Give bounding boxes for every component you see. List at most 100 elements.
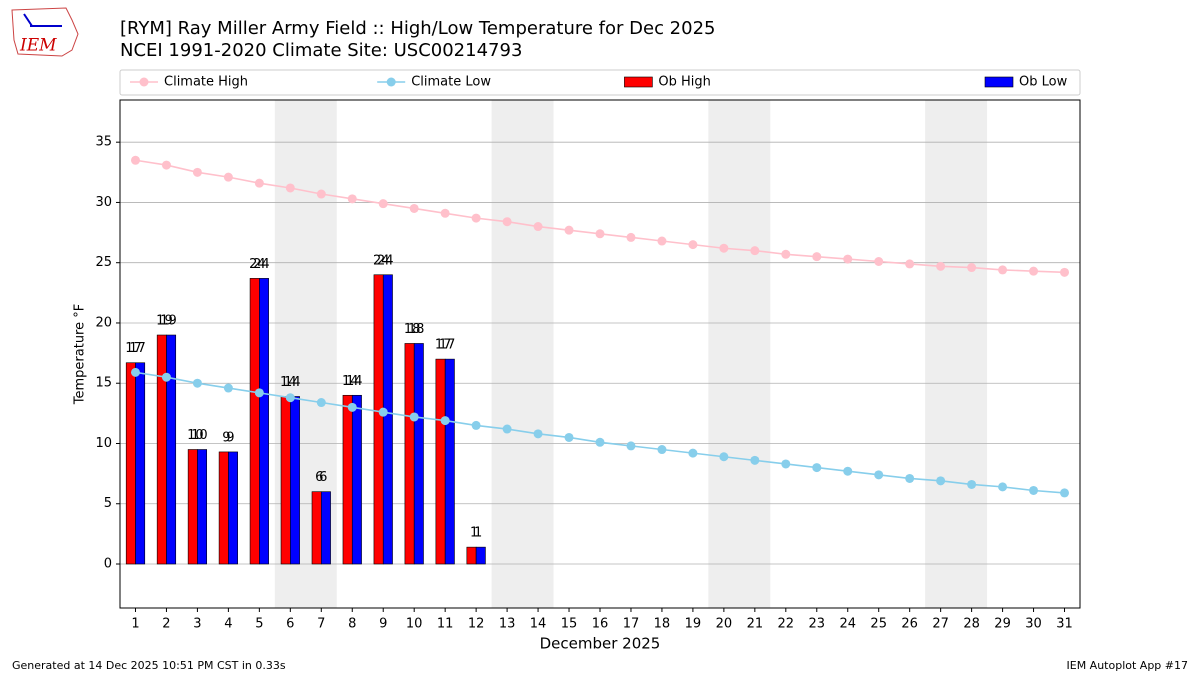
bar	[280, 396, 291, 565]
bar	[413, 343, 424, 565]
point	[161, 372, 171, 382]
bar	[156, 334, 167, 565]
point	[316, 189, 326, 199]
x-axis-label: December 2025	[540, 635, 661, 653]
point	[1029, 266, 1039, 276]
x-tick-label: 14	[530, 617, 547, 632]
point	[564, 225, 574, 235]
legend-label: Ob High	[658, 75, 711, 90]
data-label: 24	[253, 257, 270, 272]
weekend-shade	[925, 100, 988, 608]
data-label: 14	[284, 375, 301, 390]
x-tick-label: 19	[685, 617, 702, 632]
y-tick-label: 25	[95, 255, 112, 270]
data-label: 19	[160, 314, 177, 329]
data-label: 17	[439, 338, 456, 353]
weekend-shade	[708, 100, 771, 608]
x-tick-label: 27	[932, 617, 949, 632]
weekend-shade	[491, 100, 554, 608]
x-tick-label: 6	[286, 617, 294, 632]
point	[471, 420, 481, 430]
x-tick-label: 30	[1025, 617, 1042, 632]
data-label: 1	[470, 526, 478, 541]
logo: IEM	[11, 7, 79, 57]
legend-label: Climate High	[164, 75, 248, 90]
point	[657, 445, 667, 455]
point	[347, 402, 357, 412]
bar	[135, 362, 146, 565]
data-label: 10	[191, 428, 208, 443]
data-label: 24	[249, 257, 266, 272]
point	[750, 246, 760, 256]
point	[998, 482, 1008, 492]
data-label: 10	[187, 428, 204, 443]
data-label: 9	[222, 430, 230, 445]
bar	[475, 546, 486, 565]
point	[750, 455, 760, 465]
bar	[290, 396, 300, 565]
point	[533, 429, 543, 439]
x-tick-label: 5	[255, 617, 263, 632]
point	[843, 254, 853, 264]
point	[781, 249, 791, 259]
bar	[197, 449, 208, 565]
data-label: 1	[474, 526, 482, 541]
point	[781, 459, 791, 469]
x-tick-label: 10	[406, 617, 423, 632]
y-tick-label: 10	[95, 436, 112, 451]
bar	[404, 343, 415, 565]
x-tick-label: 21	[747, 617, 764, 632]
point	[936, 476, 946, 486]
data-label: 19	[156, 314, 173, 329]
point	[905, 259, 915, 269]
point	[130, 155, 140, 165]
point	[719, 243, 729, 253]
footer-right: IEM Autoplot App #17	[1067, 659, 1189, 672]
point	[812, 252, 822, 262]
bar	[444, 358, 455, 565]
x-tick-label: 16	[592, 617, 609, 632]
x-tick-label: 26	[901, 617, 918, 632]
data-label: 17	[125, 341, 142, 356]
data-label: 14	[342, 374, 359, 389]
point	[812, 463, 822, 473]
data-label: 18	[408, 322, 425, 337]
data-label: 9	[226, 430, 234, 445]
y-tick-label: 0	[104, 557, 112, 572]
chart-subtitle: NCEI 1991-2020 Climate Site: USC00214793	[120, 40, 522, 61]
x-tick-label: 3	[193, 617, 201, 632]
x-tick-label: 8	[348, 617, 356, 632]
point	[874, 470, 884, 480]
x-tick-label: 2	[162, 617, 170, 632]
x-tick-label: 1	[131, 617, 139, 632]
x-tick-label: 4	[224, 617, 232, 632]
bar	[435, 358, 446, 565]
point	[967, 479, 977, 489]
bar	[311, 491, 322, 565]
x-tick-label: 29	[994, 617, 1011, 632]
point	[688, 448, 698, 458]
y-tick-label: 5	[104, 496, 112, 511]
point	[347, 194, 357, 204]
point	[192, 167, 202, 177]
point	[223, 383, 233, 393]
x-tick-label: 7	[317, 617, 325, 632]
bar	[320, 491, 331, 565]
data-label: 17	[435, 338, 452, 353]
bar	[218, 451, 229, 565]
point	[440, 416, 450, 426]
legend-swatch	[139, 77, 149, 87]
legend-box	[119, 69, 1081, 96]
data-label: 24	[373, 253, 390, 268]
point	[471, 213, 481, 223]
x-tick-label: 25	[870, 617, 887, 632]
x-tick-label: 23	[809, 617, 826, 632]
point	[626, 232, 636, 242]
legend: Climate High Climate Low Ob High Ob Low	[119, 69, 1081, 96]
logo-text: IEM	[19, 36, 57, 56]
data-label: 18	[404, 322, 421, 337]
point	[223, 172, 233, 182]
point	[130, 367, 140, 377]
x-tick-label: 12	[468, 617, 485, 632]
legend-swatch	[624, 76, 653, 88]
